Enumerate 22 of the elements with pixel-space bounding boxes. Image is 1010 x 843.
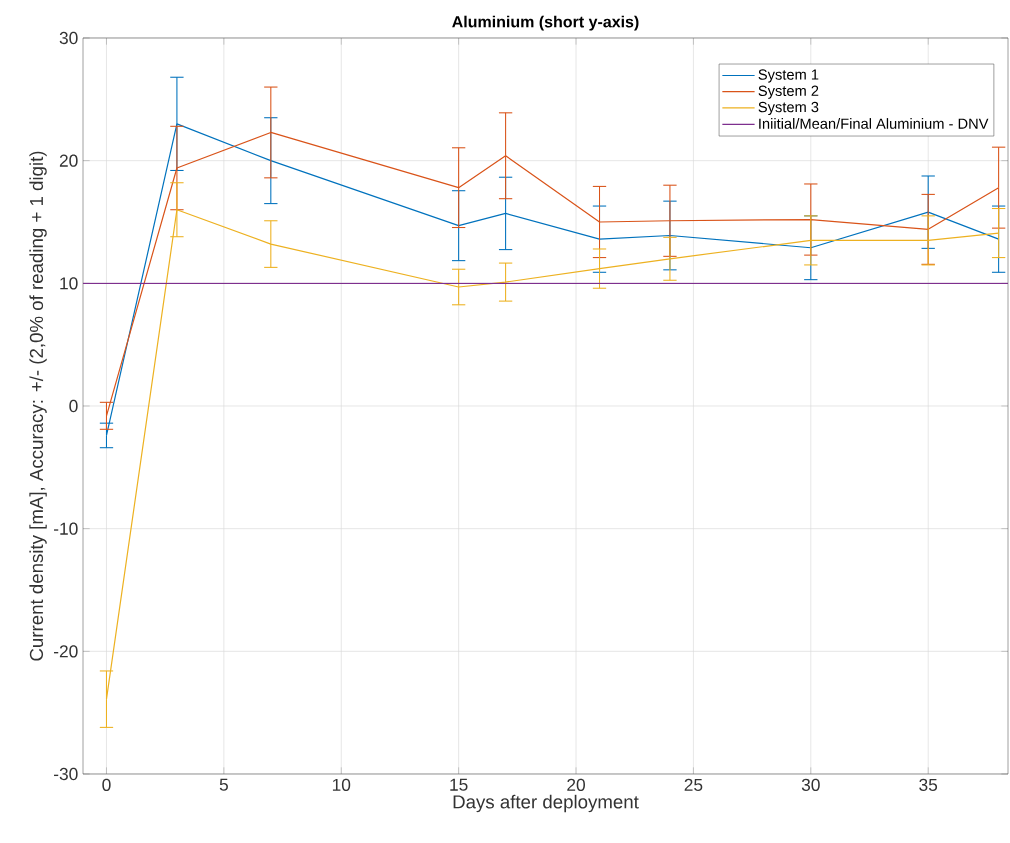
x-axis-title: Days after deployment	[453, 794, 639, 813]
x-tick-label: 10	[332, 778, 351, 791]
y-axis-title: Current density [mA], Accuracy: +/- (2,0% of reading + 1 digit)	[29, 151, 47, 661]
legend-label: Iniitial/Mean/Final Aluminium - DNV	[759, 118, 989, 129]
y-tick-label: 20	[59, 154, 78, 167]
legend-label: System 2	[758, 85, 819, 99]
x-tick-label: 30	[801, 778, 820, 791]
chart-title: Aluminium (short y-axis)	[452, 15, 639, 31]
x-tick-label: 0	[102, 778, 111, 791]
y-tick-label: 30	[59, 31, 78, 45]
y-tick-label: -10	[54, 522, 78, 535]
y-tick-label: 0	[69, 399, 78, 413]
y-tick-label: -20	[54, 645, 78, 658]
x-tick-label: 25	[684, 778, 703, 791]
x-tick-label: 20	[567, 778, 585, 791]
x-tick-label: 15	[450, 778, 468, 791]
legend-label: System 3	[758, 101, 819, 116]
y-tick-label: 10	[60, 277, 78, 290]
legend-label: System 1	[758, 69, 819, 83]
x-tick-label: 35	[919, 778, 938, 791]
y-tick-label: -30	[54, 767, 78, 781]
x-tick-label: 5	[219, 778, 228, 791]
